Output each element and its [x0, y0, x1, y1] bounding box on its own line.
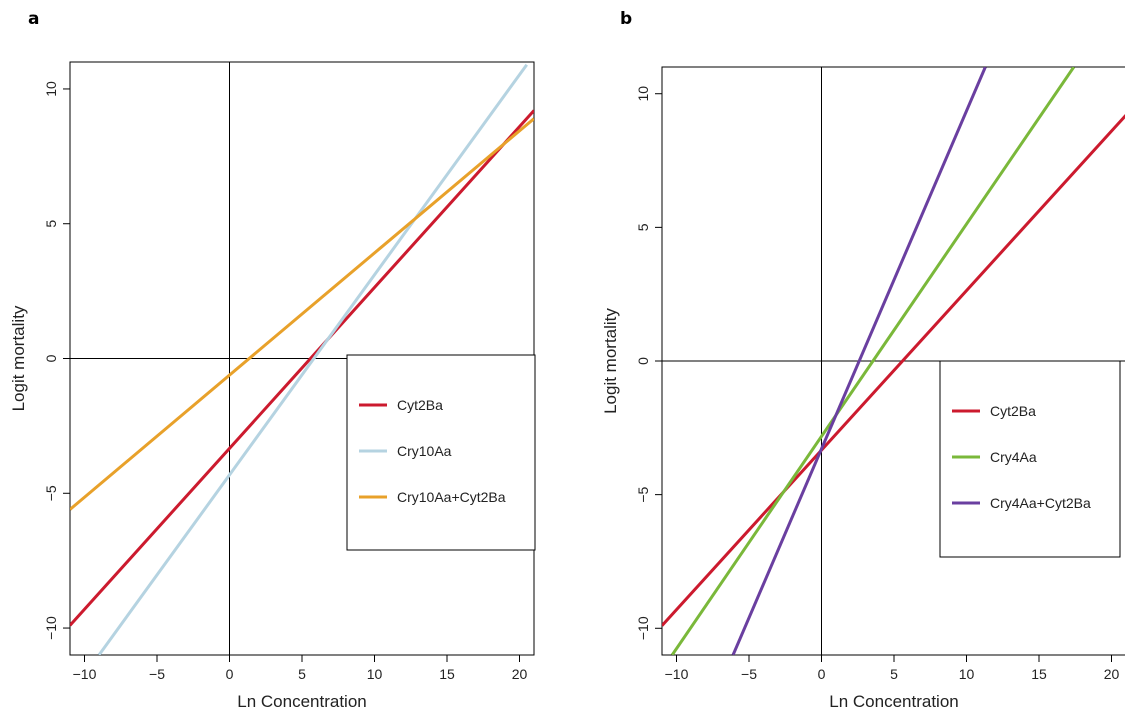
y-tick-label: 5 [635, 223, 651, 231]
y-tick-label: −5 [43, 485, 59, 501]
x-tick-label: 0 [226, 666, 234, 682]
y-tick-label: 10 [43, 81, 59, 97]
series-line-cry10aa-cyt2ba [70, 117, 534, 511]
legend-label: Cyt2Ba [397, 397, 443, 413]
x-tick-label: 5 [298, 666, 306, 682]
legend-label: Cry4Aa [990, 449, 1037, 465]
legend-label: Cry10Aa [397, 443, 452, 459]
series-line-cyt2ba [70, 109, 534, 627]
x-tick-label: 15 [439, 666, 455, 682]
series-line-cyt2ba [662, 114, 1125, 627]
series-line-cry10aa [97, 63, 528, 655]
x-axis-label: Ln Concentration [829, 692, 958, 711]
x-tick-label: 10 [959, 666, 975, 682]
x-tick-label: 10 [367, 666, 383, 682]
legend-label: Cyt2Ba [990, 403, 1036, 419]
x-tick-label: −10 [73, 666, 97, 682]
y-tick-label: 10 [635, 86, 651, 102]
x-tick-label: −5 [149, 666, 165, 682]
y-axis-label: Logit mortality [9, 305, 28, 411]
x-tick-label: 20 [512, 666, 528, 682]
legend-label: Cry10Aa+Cyt2Ba [397, 489, 506, 505]
y-tick-label: 0 [43, 354, 59, 362]
x-tick-label: −10 [665, 666, 689, 682]
panel-letter: a [28, 9, 39, 29]
series-line-cry4aa [670, 67, 1076, 655]
series-lines [662, 67, 1125, 655]
y-axis-label: Logit mortality [601, 308, 620, 414]
y-tick-label: −10 [635, 616, 651, 640]
series-lines [70, 63, 534, 655]
y-tick-label: −5 [635, 486, 651, 502]
x-tick-label: 20 [1104, 666, 1120, 682]
y-tick-label: 5 [43, 220, 59, 228]
panel-letter: b [620, 9, 632, 29]
legend-box [939, 360, 1121, 558]
legend-label: Cry4Aa+Cyt2Ba [990, 495, 1091, 511]
x-tick-label: −5 [741, 666, 757, 682]
series-line-cry4aa-cyt2ba [731, 67, 987, 655]
x-tick-label: 5 [890, 666, 898, 682]
y-tick-label: −10 [43, 616, 59, 640]
x-axis-label: Ln Concentration [237, 692, 366, 711]
x-tick-label: 0 [818, 666, 826, 682]
y-tick-label: 0 [635, 357, 651, 365]
x-tick-label: 15 [1031, 666, 1047, 682]
